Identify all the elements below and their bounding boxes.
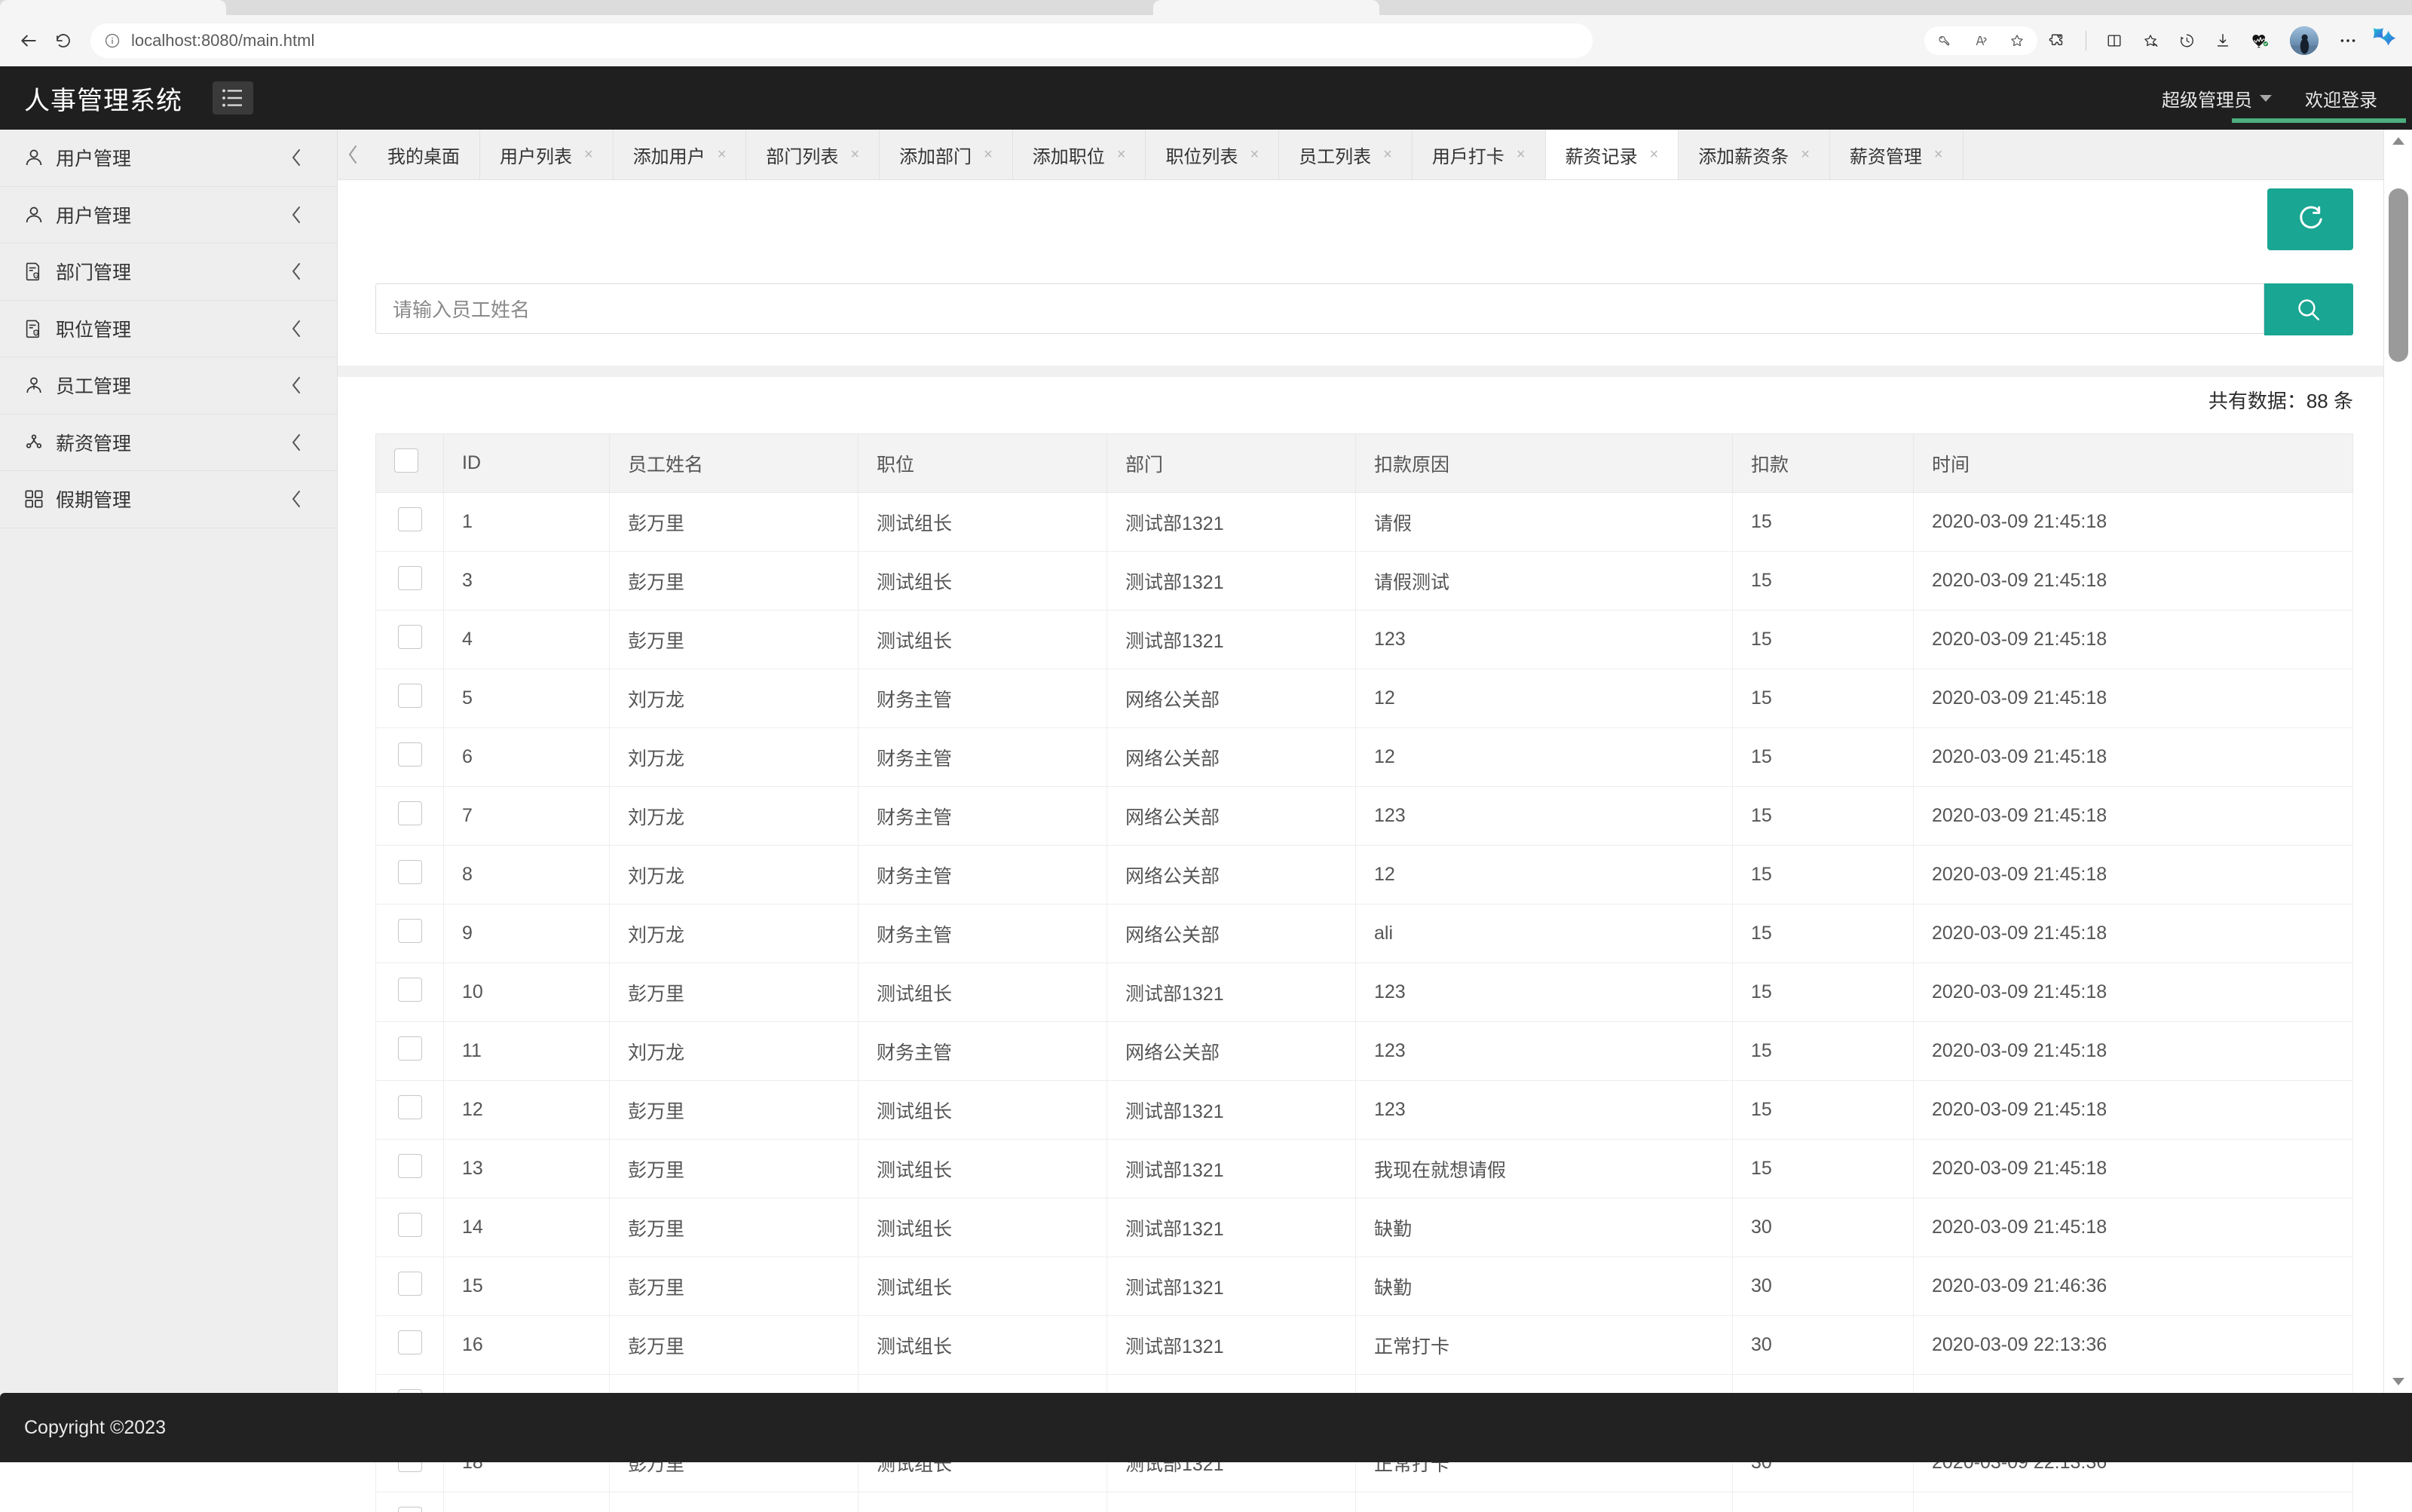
svg-text:$: $	[35, 274, 37, 277]
svg-text:$: $	[35, 331, 37, 334]
